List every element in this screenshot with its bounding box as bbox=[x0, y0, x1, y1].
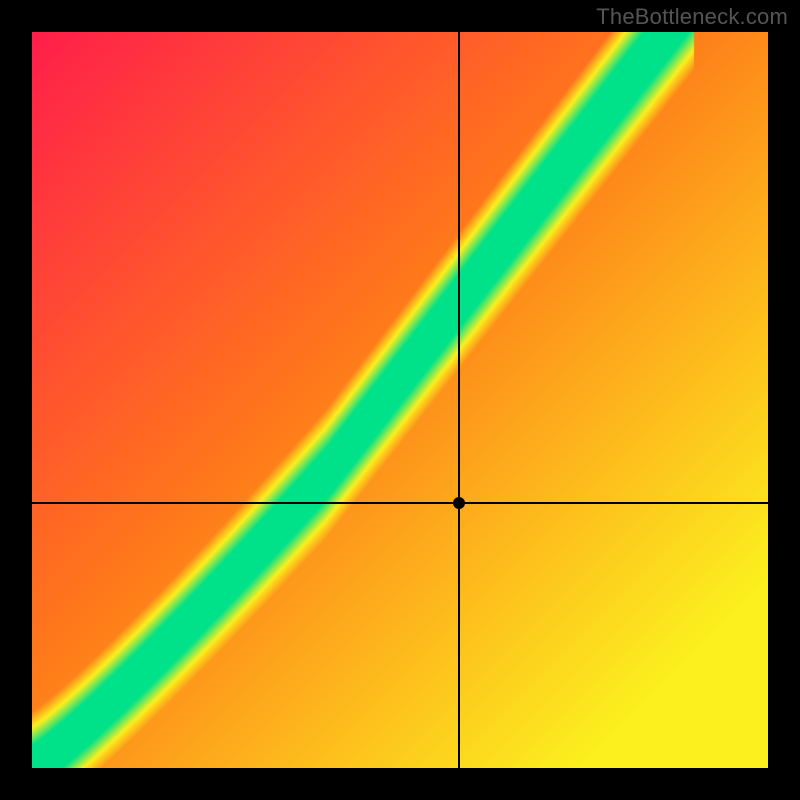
crosshair-horizontal bbox=[32, 502, 768, 504]
crosshair-vertical bbox=[458, 32, 460, 768]
marker-point bbox=[453, 497, 465, 509]
watermark-text: TheBottleneck.com bbox=[596, 4, 788, 30]
chart-container: TheBottleneck.com bbox=[0, 0, 800, 800]
heatmap-canvas bbox=[32, 32, 768, 768]
